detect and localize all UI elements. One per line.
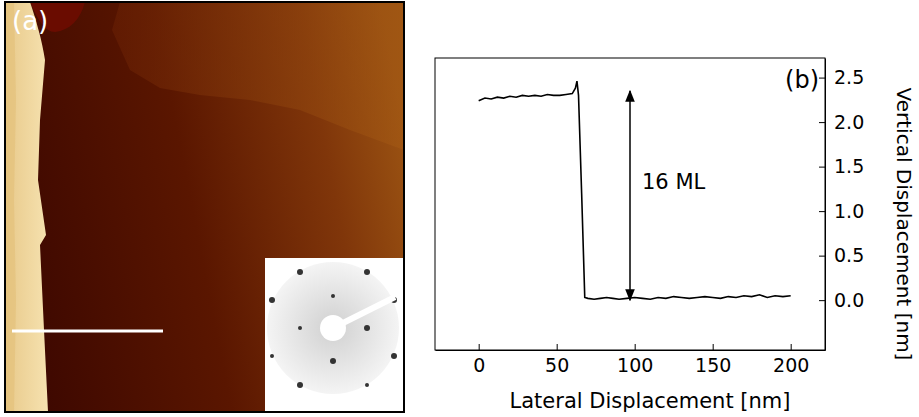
- y-tick-label: 1.0: [834, 200, 864, 222]
- x-tick: 100: [617, 344, 653, 376]
- plot-frame: [435, 58, 825, 350]
- x-tick-label: 50: [545, 354, 569, 376]
- leed-spot: [270, 354, 274, 358]
- y-tick: 2.5: [819, 66, 864, 88]
- y-tick-label: 2.0: [834, 111, 864, 133]
- x-tick: 150: [695, 344, 731, 376]
- x-tick: 0: [473, 344, 485, 376]
- y-tick: 1.0: [819, 200, 864, 222]
- profile-marker: [12, 330, 163, 333]
- terrace: [112, 2, 404, 150]
- leed-spot: [331, 294, 335, 298]
- y-tick: 1.5: [819, 155, 864, 177]
- y-tick-mark: [819, 78, 825, 79]
- figure: (a) 0 50 100 150 200 0.0 0.5 1.0 1.5 2.0 2.5 16 ML (b…: [0, 0, 919, 417]
- x-tick-label: 150: [695, 354, 731, 376]
- y-tick-label: 0.0: [834, 289, 864, 311]
- stm-background: [5, 2, 404, 412]
- profile-line: [479, 81, 791, 299]
- y-tick-label: 0.5: [834, 244, 864, 266]
- leed-inset: [265, 258, 404, 412]
- leed-spot: [298, 326, 302, 330]
- y-axis-line: [825, 59, 826, 351]
- panel-label: (a): [12, 6, 48, 36]
- x-tick-label: 100: [617, 354, 653, 376]
- beam-spot: [320, 315, 346, 341]
- inset-ground: [265, 258, 404, 412]
- leed-spot: [364, 269, 370, 275]
- x-tick-mark: [557, 344, 558, 350]
- x-tick-mark: [479, 344, 480, 350]
- y-tick: 2.0: [819, 111, 864, 133]
- x-axis-title: Lateral Displacement [nm]: [510, 389, 791, 413]
- leed-spot: [391, 353, 397, 359]
- x-tick-label: 200: [773, 354, 809, 376]
- x-tick-label: 0: [473, 354, 485, 376]
- x-tick-mark: [635, 344, 636, 350]
- high-terrace: [5, 2, 48, 412]
- y-tick-mark: [819, 167, 825, 168]
- panel-label: (b): [785, 66, 819, 94]
- leed-spot: [269, 297, 275, 303]
- leed-spot: [297, 382, 303, 388]
- y-tick-label: 1.5: [834, 155, 864, 177]
- y-axis-title: Vertical Displacement [nm]: [892, 88, 916, 361]
- y-tick: 0.5: [819, 244, 864, 266]
- leed-spot: [330, 358, 336, 364]
- stm-image: [5, 2, 404, 412]
- x-axis-line: [436, 350, 826, 351]
- leed-spot: [364, 325, 370, 331]
- plot-area: [479, 81, 791, 299]
- image-frame: [5, 2, 404, 412]
- y-tick-mark: [819, 211, 825, 212]
- x-tick-mark: [791, 344, 792, 350]
- leed-spot: [365, 383, 369, 387]
- leed-spot: [297, 269, 303, 275]
- terrace-shade: [5, 2, 16, 412]
- x-tick: 200: [773, 344, 809, 376]
- x-tick: 50: [545, 344, 569, 376]
- y-tick: 0.0: [819, 289, 864, 311]
- y-tick-mark: [819, 122, 825, 123]
- annotation-arrow: [629, 91, 631, 300]
- leed-screen: [267, 262, 399, 394]
- annotation-label: 16 ML: [642, 170, 706, 194]
- y-tick-label: 2.5: [834, 66, 864, 88]
- y-tick-mark: [819, 256, 825, 257]
- y-tick-mark: [819, 300, 825, 301]
- y-axis: 0.0 0.5 1.0 1.5 2.0 2.5: [819, 59, 864, 351]
- x-axis: 0 50 100 150 200: [436, 344, 826, 376]
- x-tick-mark: [713, 344, 714, 350]
